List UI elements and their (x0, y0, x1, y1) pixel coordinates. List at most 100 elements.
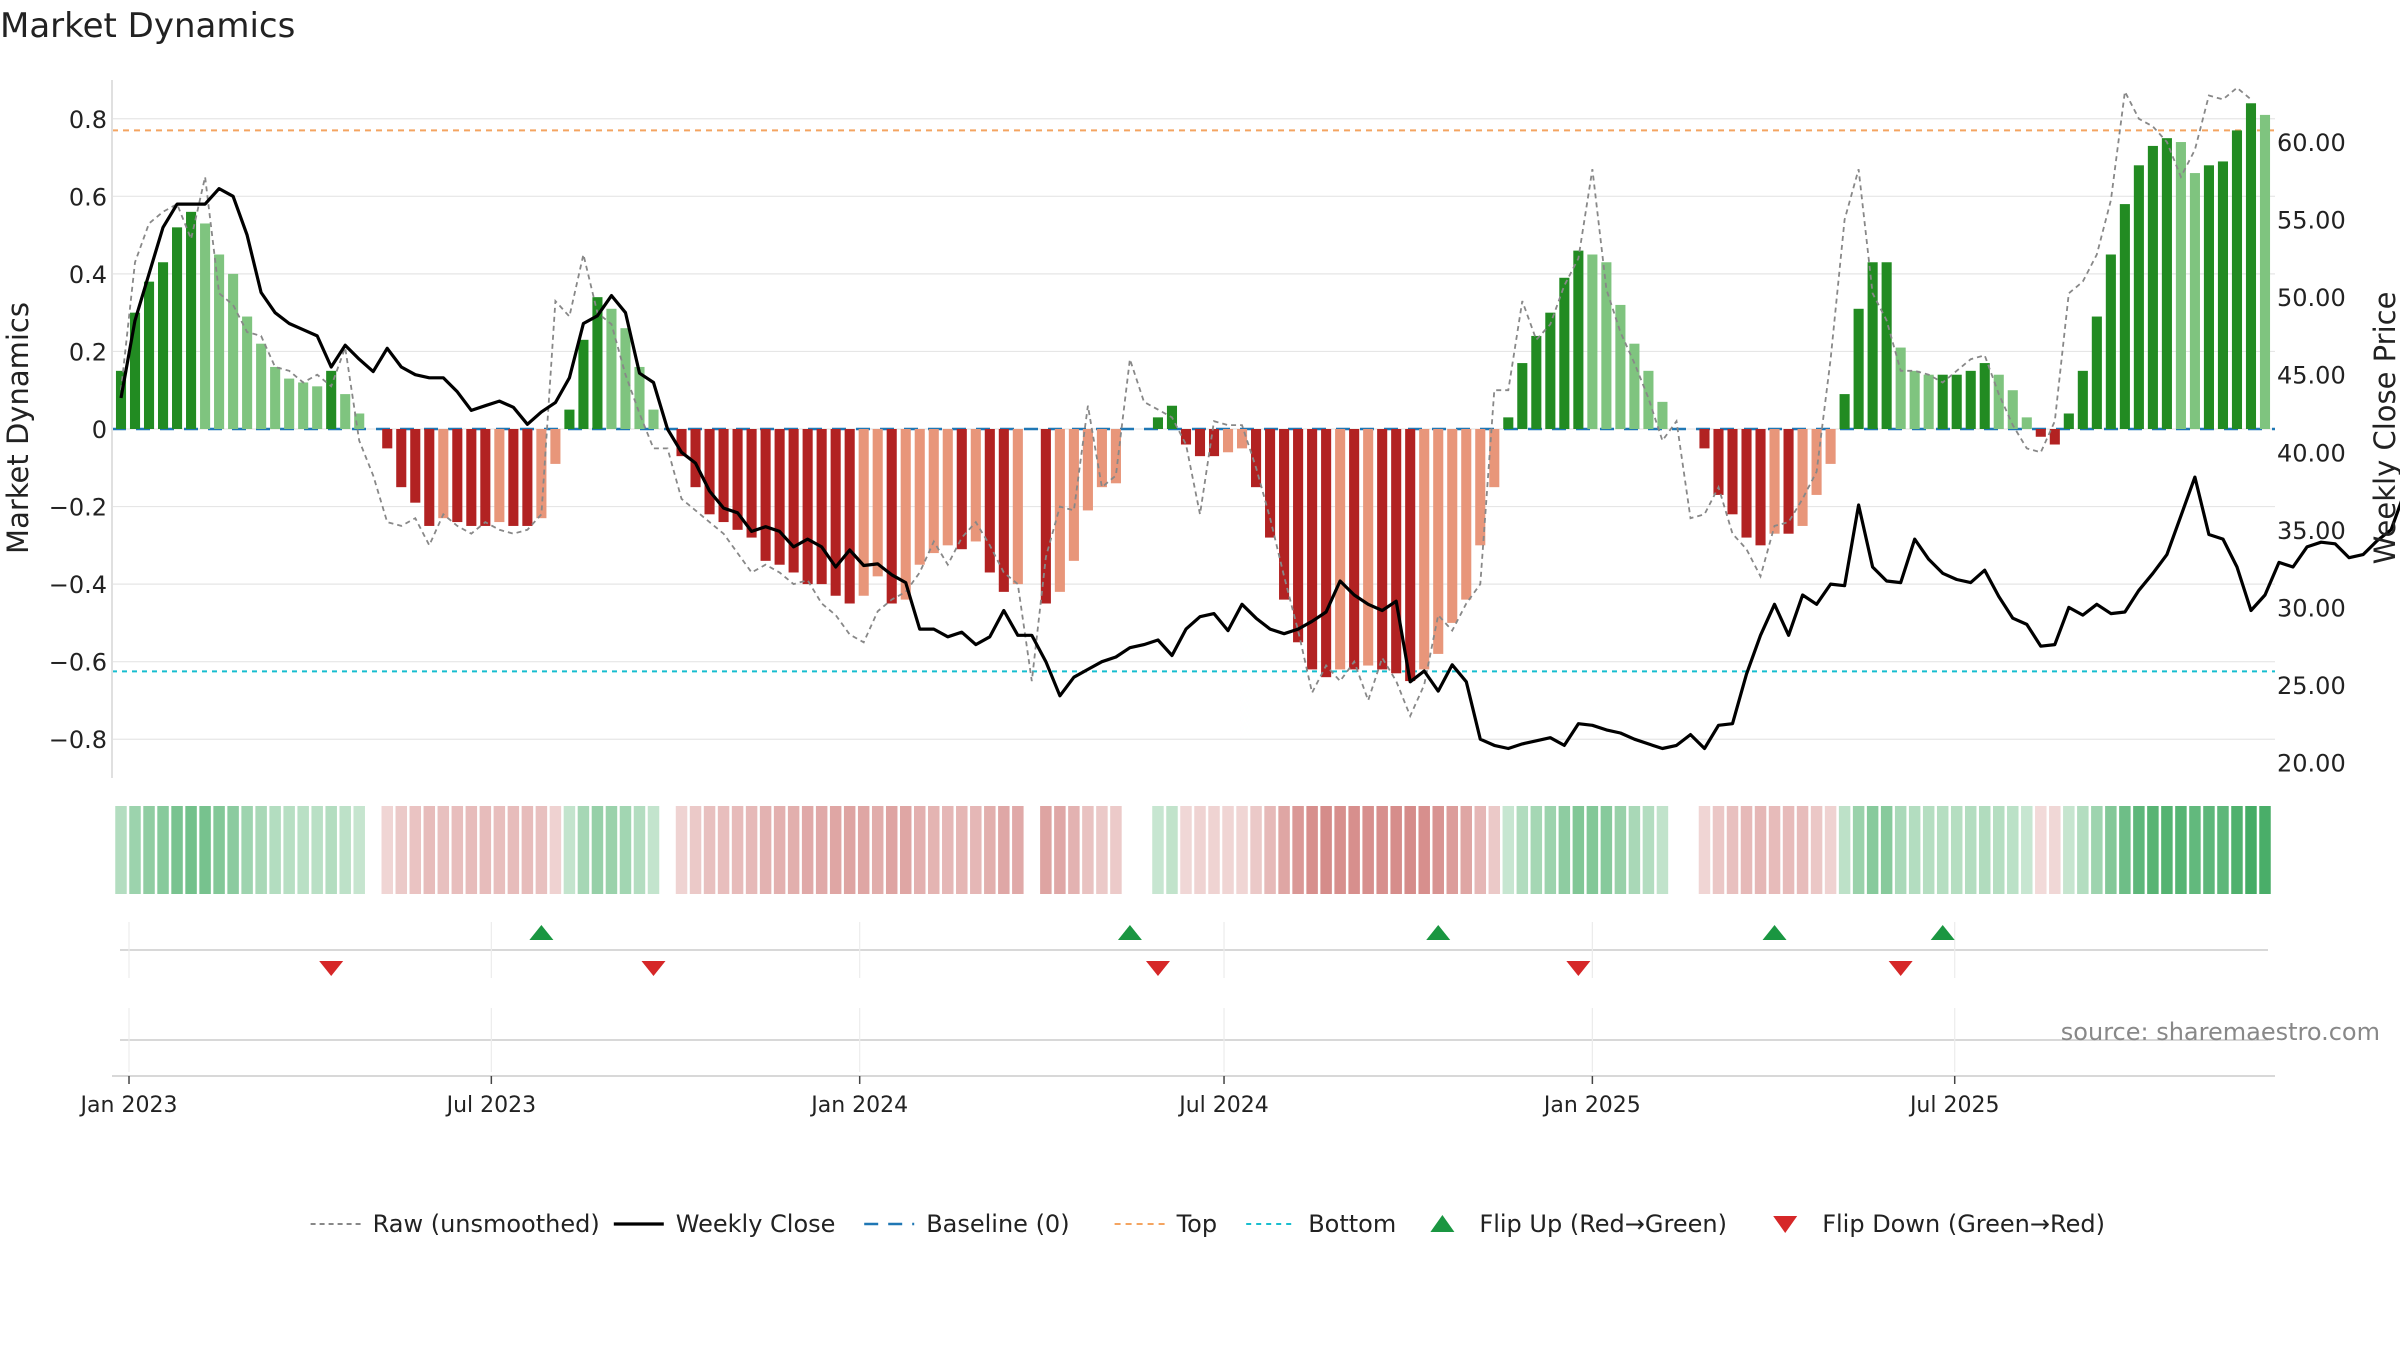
md-bar (1531, 335, 1542, 429)
heat-cell (1306, 806, 1318, 894)
heat-cell (1460, 806, 1473, 894)
legend-label: Flip Down (Green→Red) (1822, 1210, 2105, 1238)
md-bar (774, 429, 785, 565)
right-tick-label: 55.00 (2277, 207, 2346, 235)
heat-cell (1236, 806, 1248, 894)
right-axis-label: Weekly Close Price (2368, 292, 2400, 565)
heat-cell (1908, 806, 1921, 894)
heat-cell (703, 806, 716, 894)
md-bar (2147, 145, 2158, 429)
md-bar (1741, 429, 1752, 538)
heat-cell (745, 806, 758, 894)
flip-down-marker (1888, 961, 1913, 976)
regime-heat-strip (115, 806, 2271, 894)
md-bar (480, 429, 491, 526)
md-bar (466, 429, 477, 526)
heat-cell (2189, 806, 2201, 894)
heat-cell (171, 806, 183, 894)
md-bar (1461, 429, 1472, 600)
left-tick-label: 0 (92, 416, 107, 444)
heat-cell (1712, 806, 1725, 894)
heat-cell (2049, 806, 2061, 894)
x-tick-label: Jan 2023 (79, 1093, 178, 1118)
md-bar (564, 409, 575, 429)
md-bar (1573, 250, 1584, 429)
md-bar (1923, 374, 1934, 429)
left-tick-label: 0.2 (69, 338, 107, 366)
heat-cell (1082, 806, 1094, 894)
md-bar (424, 429, 435, 526)
heat-cell (311, 806, 323, 894)
heat-cell (535, 806, 548, 894)
right-tick-label: 25.00 (2277, 672, 2346, 700)
reference-lines (112, 129, 2275, 673)
heat-cell (2231, 806, 2243, 894)
x-tick-label: Jul 2024 (1177, 1093, 1269, 1118)
md-bar (942, 429, 953, 546)
heat-cell (199, 806, 211, 894)
heat-cell (577, 806, 590, 894)
heat-cell (1096, 806, 1108, 894)
heat-cell (1824, 806, 1837, 894)
md-bar (1951, 374, 1962, 429)
heat-cell (241, 806, 253, 894)
heat-cell (829, 806, 842, 894)
md-bar (2021, 417, 2032, 429)
md-bar (928, 429, 939, 554)
md-bar (312, 386, 323, 429)
md-bar (1096, 429, 1107, 488)
flip-up-marker (1117, 925, 1142, 940)
heat-cell (1208, 806, 1220, 894)
heat-cell (1054, 806, 1066, 894)
md-bar (228, 273, 239, 429)
md-bar (816, 429, 827, 585)
legend-label: Weekly Close (676, 1210, 836, 1238)
heat-cell (1320, 806, 1332, 894)
heat-cell (465, 806, 478, 894)
md-bar (788, 429, 799, 573)
heat-cell (942, 806, 954, 894)
md-bar (1643, 370, 1654, 429)
md-bar (2161, 138, 2172, 429)
heat-cell (1628, 806, 1641, 894)
heat-cell (353, 806, 365, 894)
heat-cell (1894, 806, 1907, 894)
heat-cell (1880, 806, 1893, 894)
heat-cell (1600, 806, 1613, 894)
md-bar (1783, 429, 1794, 534)
md-bar (1237, 429, 1248, 449)
heat-cell (843, 806, 856, 894)
left-tick-label: −0.4 (49, 571, 107, 599)
md-bar (1755, 429, 1766, 546)
heat-cell (689, 806, 702, 894)
heat-cell (787, 806, 800, 894)
x-tick-label: Jul 2023 (445, 1093, 537, 1118)
heat-cell (1754, 806, 1767, 894)
heat-cell (1264, 806, 1276, 894)
md-bar (858, 429, 869, 596)
heat-cell (857, 806, 870, 894)
heat-cell (1993, 806, 2005, 894)
legend-flip-up-swatch (1430, 1215, 1455, 1232)
md-bar (1937, 374, 1948, 429)
heat-cell (1446, 806, 1458, 894)
heat-cell (2007, 806, 2019, 894)
heat-cell (283, 806, 295, 894)
heat-cell (1726, 806, 1739, 894)
md-bar (900, 429, 911, 600)
md-bar (1082, 429, 1093, 511)
heat-cell (1838, 806, 1851, 894)
heat-cell (970, 806, 982, 894)
md-bar (536, 429, 547, 519)
md-bar (1727, 429, 1738, 515)
md-bar (2077, 370, 2088, 429)
heat-cell (998, 806, 1010, 894)
heat-cell (619, 806, 632, 894)
flip-up-marker (1426, 925, 1451, 940)
heat-cell (1110, 806, 1122, 894)
md-bar (1895, 347, 1906, 429)
left-tick-label: 0.6 (69, 183, 107, 211)
empty-panel (112, 1008, 2275, 1077)
md-bar (1349, 429, 1360, 670)
md-bar (718, 429, 729, 523)
